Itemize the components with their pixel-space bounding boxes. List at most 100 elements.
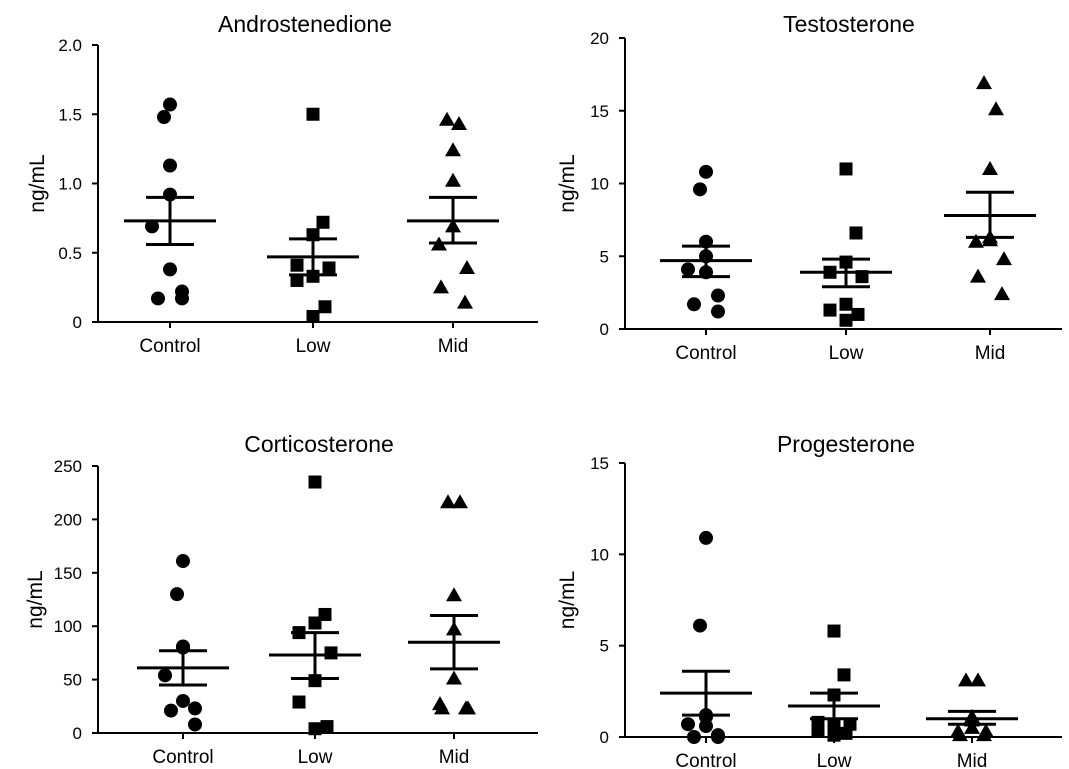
data-point-mid: [970, 672, 986, 687]
data-point-control: [699, 719, 713, 734]
data-point-mid: [968, 233, 984, 248]
data-point-mid: [994, 286, 1010, 301]
chart-panel-androstenedione: Androstenedione ng/mL 0 0.5 1.0 1.5 2.0 Control…: [26, 11, 538, 357]
data-point-low: [306, 309, 320, 323]
data-point-control: [681, 717, 695, 732]
data-point-low: [316, 215, 330, 229]
data-point-low: [324, 646, 338, 660]
data-point-mid: [452, 494, 468, 509]
y-tick-label: 100: [54, 617, 82, 636]
data-point-mid: [446, 587, 462, 602]
y-tick-label: 10: [590, 175, 609, 194]
y-tick-label: 5: [600, 637, 609, 656]
y-tick-label: 15: [590, 454, 609, 473]
data-point-mid: [458, 700, 474, 715]
x-category-label: Mid: [957, 751, 988, 769]
data-point-low: [290, 273, 304, 287]
data-point-control: [176, 554, 190, 569]
y-tick-label: 2.0: [58, 36, 82, 55]
data-point-mid: [982, 160, 998, 175]
data-point-mid: [445, 172, 461, 187]
x-category-label: Mid: [975, 343, 1006, 364]
chart-title: Androstenedione: [218, 11, 392, 37]
y-tick-label: 1.5: [58, 105, 82, 124]
data-point-mid: [976, 75, 992, 90]
x-category-label: Control: [152, 747, 213, 768]
data-point-mid: [434, 700, 450, 715]
x-category-label: Low: [298, 747, 333, 768]
y-tick-label: 0: [600, 728, 609, 747]
data-point-mid: [457, 294, 473, 309]
y-tick-label: 0: [73, 724, 82, 743]
y-axis-label: ng/mL: [556, 571, 579, 629]
data-point-control: [163, 158, 177, 173]
y-axis-label: ng/mL: [26, 154, 49, 212]
data-point-low: [851, 307, 865, 321]
data-point-low: [839, 726, 853, 740]
x-category-label: Mid: [438, 336, 469, 357]
data-point-control: [711, 304, 725, 319]
chart-title: Testosterone: [783, 11, 915, 37]
data-point-control: [681, 262, 695, 277]
data-point-mid: [446, 670, 462, 685]
data-point-mid: [433, 279, 449, 294]
data-point-low: [839, 313, 853, 327]
data-point-low: [290, 258, 304, 272]
x-category-label: Low: [817, 751, 852, 769]
data-point-control: [188, 717, 202, 732]
data-point-control: [699, 164, 713, 179]
y-tick-label: 0: [600, 320, 609, 339]
data-point-low: [827, 728, 841, 742]
data-point-low: [823, 303, 837, 317]
data-point-control: [711, 730, 725, 744]
data-point-mid: [970, 268, 986, 283]
data-point-low: [318, 300, 332, 314]
data-point-control: [163, 262, 177, 277]
data-point-control: [693, 618, 707, 633]
data-point-control: [693, 182, 707, 197]
y-axis-label: ng/mL: [556, 154, 579, 212]
data-point-control: [163, 97, 177, 112]
data-point-low: [292, 695, 306, 709]
data-point-mid: [439, 111, 455, 126]
x-category-label: Low: [829, 343, 864, 364]
y-tick-label: 150: [54, 564, 82, 583]
data-point-mid: [459, 259, 475, 274]
chart-panel-progesterone: Progesterone ng/mL 0 5 10 15 Control Low Mid: [556, 431, 1062, 769]
data-point-low: [308, 722, 322, 736]
data-point-control: [164, 703, 178, 718]
data-point-control: [711, 288, 725, 303]
data-point-mid: [982, 232, 998, 247]
data-point-control: [170, 587, 184, 602]
y-tick-label: 20: [590, 29, 609, 48]
data-point-control: [175, 291, 189, 306]
chart-title: Corticosterone: [244, 431, 394, 457]
data-point-control: [188, 701, 202, 716]
data-point-mid: [976, 727, 992, 742]
data-point-mid: [445, 142, 461, 157]
y-axis-label: ng/mL: [24, 570, 47, 628]
y-tick-label: 15: [590, 102, 609, 121]
data-point-mid: [440, 494, 456, 509]
data-point-control: [687, 297, 701, 312]
y-tick-label: 0.5: [58, 244, 82, 263]
x-category-label: Control: [139, 336, 200, 357]
data-point-mid: [988, 101, 1004, 116]
data-point-control: [158, 668, 172, 683]
data-point-low: [849, 226, 863, 240]
data-point-low: [839, 162, 853, 176]
data-point-control: [176, 693, 190, 708]
data-point-control: [699, 530, 713, 545]
y-tick-label: 200: [54, 510, 82, 529]
y-tick-label: 1.0: [58, 175, 82, 194]
data-point-low: [306, 107, 320, 121]
data-point-low: [318, 607, 332, 621]
x-category-label: Mid: [439, 747, 470, 768]
x-category-label: Low: [296, 336, 331, 357]
y-tick-label: 5: [600, 247, 609, 266]
data-point-mid: [952, 727, 968, 742]
data-point-low: [839, 297, 853, 311]
data-point-control: [145, 219, 159, 234]
data-point-mid: [964, 719, 980, 734]
